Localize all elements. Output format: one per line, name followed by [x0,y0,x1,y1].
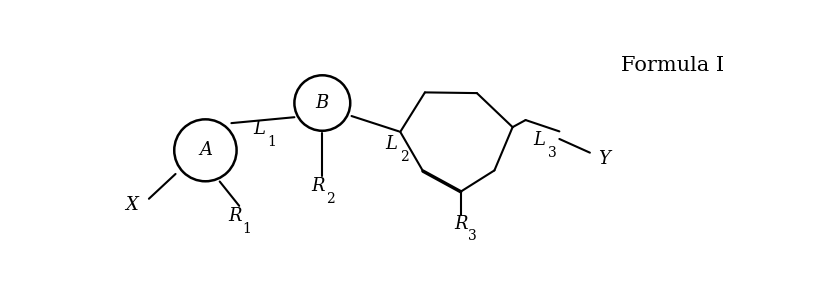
Text: 3: 3 [548,146,556,160]
Text: 3: 3 [468,230,477,243]
Text: L: L [253,120,265,138]
Text: X: X [126,196,138,214]
Text: R: R [454,215,468,233]
Text: 2: 2 [326,192,334,206]
Text: R: R [311,177,325,195]
Text: R: R [228,208,241,226]
Text: A: A [199,141,212,159]
Text: L: L [385,135,397,154]
Text: Y: Y [598,150,610,168]
Text: 1: 1 [267,135,276,149]
Text: 1: 1 [242,222,251,236]
Text: 2: 2 [400,150,408,164]
Text: Formula I: Formula I [622,56,725,75]
Text: B: B [316,94,329,112]
Text: L: L [534,131,546,149]
